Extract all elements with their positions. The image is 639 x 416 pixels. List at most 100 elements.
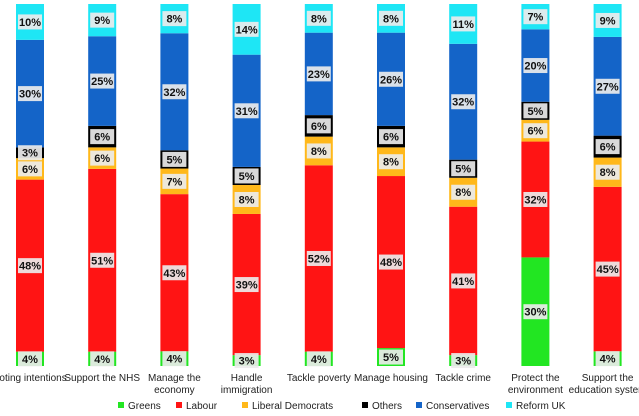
data-label-box [162, 265, 187, 281]
data-label-protect-the-environment-labour: 32% [524, 194, 546, 206]
data-label-manage-the-economy-liberal-democrats: 7% [166, 176, 182, 188]
data-label-box [18, 161, 42, 177]
data-label-box [162, 151, 187, 167]
x-tick-label-handle-immigration: immigration [221, 385, 273, 396]
data-label-support-the-education-system-greens: 4% [600, 354, 616, 366]
data-label-box [379, 154, 403, 170]
data-label-box [306, 118, 331, 134]
data-label-box [523, 304, 548, 320]
data-label-box [595, 261, 620, 277]
data-label-manage-housing-liberal-democrats: 8% [383, 157, 399, 169]
data-label-box [18, 351, 42, 367]
data-label-manage-the-economy-reform-uk: 8% [166, 14, 182, 26]
data-label-handle-immigration-others: 5% [239, 171, 255, 183]
data-label-box [90, 150, 115, 166]
legend-label-greens: Greens [128, 401, 161, 412]
data-label-box [306, 10, 331, 26]
data-label-tackle-crime-greens: 3% [455, 356, 471, 368]
data-label-box [379, 10, 403, 26]
data-label-tackle-poverty-others: 6% [311, 121, 327, 133]
data-label-box [162, 173, 187, 189]
data-label-box [162, 11, 187, 27]
data-label-tackle-poverty-liberal-democrats: 8% [311, 146, 327, 158]
data-label-manage-the-economy-greens: 4% [166, 354, 182, 366]
data-label-box [379, 254, 403, 270]
data-label-manage-the-economy-labour: 43% [163, 268, 185, 280]
data-label-manage-housing-conservatives: 26% [380, 74, 402, 86]
data-label-box [379, 71, 403, 87]
data-label-box [595, 164, 620, 180]
x-tick-label-voting-intentions: Voting intentions [0, 373, 67, 384]
data-label-voting-intentions-reform-uk: 10% [19, 17, 41, 29]
data-label-box [523, 103, 548, 119]
legend-label-others: Others [372, 401, 402, 412]
legend-swatch-liberal-democrats [242, 402, 248, 408]
data-label-support-the-education-system-liberal-democrats: 8% [600, 167, 616, 179]
legend-label-labour: Labour [186, 401, 218, 412]
data-label-support-the-nhs-reform-uk: 9% [94, 15, 110, 27]
data-label-voting-intentions-conservatives: 30% [19, 89, 41, 101]
data-label-box [90, 351, 115, 367]
data-label-support-the-nhs-others: 6% [94, 132, 110, 144]
x-tick-label-protect-the-environment: Protect the [511, 373, 560, 384]
data-label-voting-intentions-greens: 4% [22, 354, 38, 366]
legend-swatch-others [362, 402, 368, 408]
legend-label-reform-uk: Reform UK [516, 401, 566, 412]
data-label-box [451, 161, 476, 177]
data-label-handle-immigration-conservatives: 31% [236, 106, 258, 118]
data-label-tackle-crime-others: 5% [455, 164, 471, 176]
data-label-support-the-education-system-reform-uk: 9% [600, 15, 616, 27]
data-label-tackle-crime-labour: 41% [452, 276, 474, 288]
data-label-handle-immigration-liberal-democrats: 8% [239, 194, 255, 206]
x-tick-label-tackle-poverty: Tackle poverty [287, 373, 351, 384]
data-label-box [18, 86, 42, 102]
data-label-box [90, 12, 115, 28]
data-label-voting-intentions-others: 3% [22, 148, 38, 160]
data-label-tackle-poverty-reform-uk: 8% [311, 13, 327, 25]
data-label-manage-housing-others: 6% [383, 132, 399, 144]
data-label-box [451, 94, 476, 110]
data-label-box [523, 9, 548, 25]
x-tick-label-support-the-education-system: Support the [582, 373, 634, 384]
data-label-handle-immigration-labour: 39% [236, 280, 258, 292]
data-label-box [306, 250, 331, 266]
data-label-box [234, 353, 259, 369]
data-label-box [379, 129, 403, 145]
data-label-box [595, 351, 620, 367]
data-label-box [595, 78, 620, 94]
data-label-box [18, 145, 42, 161]
legend-swatch-labour [176, 402, 182, 408]
data-label-support-the-education-system-conservatives: 27% [597, 81, 619, 93]
data-label-handle-immigration-greens: 3% [239, 356, 255, 368]
data-label-tackle-poverty-conservatives: 23% [308, 69, 330, 81]
data-label-protect-the-environment-reform-uk: 7% [527, 12, 543, 24]
data-label-protect-the-environment-liberal-democrats: 6% [527, 126, 543, 138]
data-label-manage-the-economy-conservatives: 32% [163, 87, 185, 99]
data-label-box [18, 258, 42, 274]
legend-label-liberal-democrats: Liberal Democrats [252, 401, 333, 412]
data-label-tackle-poverty-labour: 52% [308, 253, 330, 265]
data-label-box [234, 21, 259, 37]
data-label-protect-the-environment-others: 5% [527, 106, 543, 118]
data-label-box [523, 123, 548, 139]
data-label-voting-intentions-labour: 48% [19, 261, 41, 273]
data-label-box [306, 143, 331, 159]
data-label-tackle-crime-reform-uk: 11% [452, 19, 474, 31]
x-tick-label-manage-housing: Manage housing [354, 373, 428, 384]
data-label-box [234, 168, 259, 184]
data-label-tackle-poverty-greens: 4% [311, 354, 327, 366]
data-label-manage-the-economy-others: 5% [166, 154, 182, 166]
data-label-box [451, 273, 476, 289]
data-label-box [90, 73, 115, 89]
data-label-manage-housing-reform-uk: 8% [383, 13, 399, 25]
data-label-support-the-education-system-labour: 45% [597, 264, 619, 276]
data-label-support-the-nhs-liberal-democrats: 6% [94, 153, 110, 165]
x-tick-label-manage-the-economy: Manage the [148, 373, 201, 384]
data-label-protect-the-environment-greens: 30% [524, 307, 546, 319]
x-tick-label-support-the-education-system: education system [569, 385, 639, 396]
data-label-box [379, 349, 403, 365]
segment-labels-group: 4% 48% 6% 3% 30% 10% 4% 51% 6% 6% 25% 9% 4% 43% 7% 5% 32… [18, 9, 620, 369]
data-label-protect-the-environment-conservatives: 20% [524, 61, 546, 73]
